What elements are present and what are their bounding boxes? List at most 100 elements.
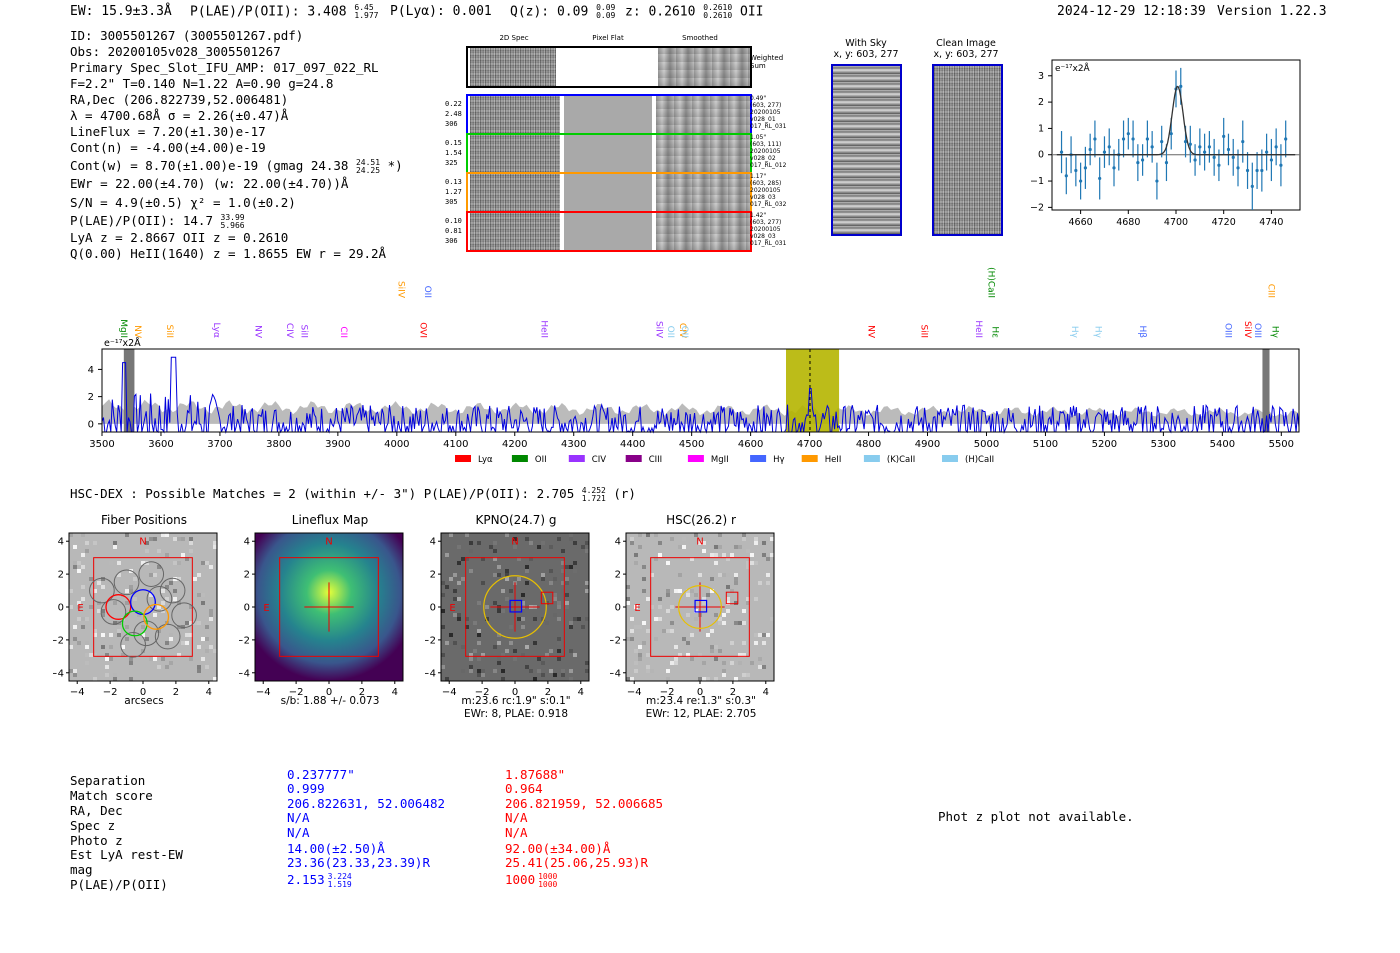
thumb-pixel	[662, 629, 666, 633]
thumb-pixel	[141, 649, 145, 653]
thumb-pixel	[93, 581, 97, 585]
legend-swatch	[625, 455, 642, 462]
emission-line-label: NV	[252, 325, 262, 339]
thumb-pixel	[477, 657, 481, 661]
thumb-pixel	[193, 621, 197, 625]
thumb-pixel	[766, 633, 770, 637]
emission-line-label: Hβ	[1137, 325, 1147, 338]
thumb-pixel	[561, 581, 565, 585]
cutout-2d-spec	[470, 213, 560, 250]
value-text: 0.999	[287, 781, 325, 796]
thumb-pixel	[145, 541, 149, 545]
zoom-ytick-label: 1	[1038, 123, 1044, 134]
cutout-meta-line: v028_03	[750, 233, 776, 240]
thumb-title: Lineflux Map	[291, 513, 369, 527]
thumb-pixel	[742, 533, 746, 537]
thumb-pixel	[557, 641, 561, 645]
thumb-pixel	[105, 653, 109, 657]
header-ew: EW: 15.9±3.3Å	[70, 4, 172, 19]
thumb-pixel	[734, 617, 738, 621]
thumb-pixel	[638, 657, 642, 661]
zoom-data-point	[1102, 150, 1107, 154]
thumb-pixel	[73, 545, 77, 549]
thumb-pixel	[69, 605, 73, 609]
east-label: E	[77, 603, 83, 614]
zoom-xtick-label: 4740	[1259, 217, 1283, 228]
thumb-pixel	[201, 601, 205, 605]
legend-swatch	[801, 455, 818, 462]
cutout-row-meta: 1.05" (603, 111) 20200105 v028_02 017_RL_012	[750, 134, 795, 169]
value-text: 2.153	[287, 872, 325, 887]
thumb-pixel	[125, 601, 129, 605]
thumb-pixel	[481, 669, 485, 673]
thumb-xtick-label: −4	[627, 687, 642, 698]
cutout-row-meta: 1.42" (603, 277) 20200105 v028_03 017_RL_031	[750, 212, 795, 247]
legend-swatch	[511, 455, 528, 462]
thumb-pixel	[77, 641, 81, 645]
zoom-data-point	[1131, 137, 1135, 141]
thumb-pixel	[710, 577, 714, 581]
thumb-pixel	[626, 601, 630, 605]
thumb-pixel	[742, 673, 746, 677]
thumb-pixel	[634, 605, 638, 609]
thumb-pixel	[674, 661, 678, 665]
cutout-smoothed	[656, 213, 750, 250]
thumb-pixel	[477, 669, 481, 673]
thumb-pixel	[529, 669, 533, 673]
fiber-circle	[100, 599, 127, 625]
cutout-meta-line: 017_RL_031	[750, 123, 787, 130]
thumb-pixel	[213, 677, 217, 681]
legend-swatch	[750, 455, 767, 462]
thumb-pixel	[201, 593, 205, 597]
thumb-xtick-label: −2	[475, 687, 490, 698]
cutout-row-stats: 0.13 1.27 305	[445, 177, 465, 207]
thumb-pixel	[626, 581, 630, 585]
zoom-data-point	[1079, 179, 1083, 183]
thumb-pixel	[658, 553, 662, 557]
zoom-data-point	[1193, 158, 1197, 162]
info-sn: S/N = 4.9(±0.5) χ² = 1.0(±0.2)	[70, 195, 296, 210]
thumb-pixel	[493, 601, 497, 605]
photz-note: Phot z plot not available.	[938, 809, 1134, 824]
thumb-pixel	[465, 617, 469, 621]
fiber-highlight	[105, 594, 132, 620]
full-xtick-label: 5100	[1033, 439, 1058, 450]
table-label: P(LAE)/P(OII)	[70, 877, 168, 892]
zoom-xtick-label: 4660	[1069, 217, 1093, 228]
thumb-pixel	[93, 629, 97, 633]
counterpart-box	[725, 591, 739, 605]
thumb-pixel	[89, 577, 93, 581]
thumb-pixel	[461, 669, 465, 673]
cutout-row-stats: 0.10 0.81 306	[445, 216, 465, 246]
zoom-ytick-label: 3	[1038, 71, 1044, 82]
value-text: 206.822631, 52.006482	[287, 796, 446, 811]
thumb-pixel	[109, 657, 113, 661]
thumb-pixel	[766, 573, 770, 577]
thumb-pixel	[141, 633, 145, 637]
thumb-pixel	[509, 641, 513, 645]
thumb-pixel	[501, 669, 505, 673]
thumb-pixel	[690, 633, 694, 637]
thumb-pixel	[569, 649, 573, 653]
thumb-pixel	[165, 665, 169, 669]
thumb-pixel	[493, 541, 497, 545]
thumb-pixel	[201, 637, 205, 641]
thumb-pixel	[457, 545, 461, 549]
cutout-meta-line: (603, 111)	[750, 141, 782, 148]
thumb-pixel	[726, 597, 730, 601]
zoom-data-point	[1255, 168, 1259, 173]
zoom-data-point	[1207, 145, 1211, 149]
info-primary: Primary Spec_Slot_IFU_AMP: 017_097_022_R…	[70, 60, 379, 75]
info-plae: P(LAE)/P(OII): 14.7 33.99 5.966	[70, 212, 245, 230]
thumb-xtick-label: 2	[730, 687, 736, 698]
fiber-circle	[154, 623, 181, 650]
thumb-pixel	[105, 673, 109, 677]
thumb-pixel	[165, 533, 169, 537]
thumb-xtick-label: 0	[512, 687, 518, 698]
thumb-pixel	[133, 577, 137, 581]
thumb-pixel	[746, 561, 750, 565]
thumb-pixel	[742, 621, 746, 625]
thumb-pixel	[634, 625, 638, 629]
thumb-pixel	[81, 585, 85, 589]
thumb-pixel	[670, 621, 674, 625]
